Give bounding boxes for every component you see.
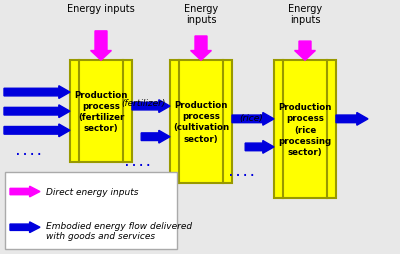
Text: . . . .: . . . . bbox=[229, 168, 254, 178]
Text: Energy
inputs: Energy inputs bbox=[184, 4, 218, 25]
FancyArrow shape bbox=[336, 113, 368, 126]
Text: Production
process
(fertilizer
sector): Production process (fertilizer sector) bbox=[74, 91, 128, 133]
FancyArrow shape bbox=[132, 100, 170, 113]
FancyArrow shape bbox=[91, 32, 111, 61]
Text: Direct energy inputs: Direct energy inputs bbox=[46, 187, 138, 196]
Text: Production
process
(rice
processing
sector): Production process (rice processing sect… bbox=[278, 103, 332, 156]
FancyArrow shape bbox=[294, 42, 316, 61]
FancyBboxPatch shape bbox=[5, 173, 177, 249]
FancyBboxPatch shape bbox=[274, 61, 336, 198]
FancyArrow shape bbox=[245, 141, 274, 154]
FancyBboxPatch shape bbox=[70, 61, 132, 163]
FancyArrow shape bbox=[4, 124, 70, 137]
Text: Energy
inputs: Energy inputs bbox=[288, 4, 322, 25]
FancyArrow shape bbox=[232, 113, 274, 126]
FancyArrow shape bbox=[190, 37, 211, 61]
Text: . . . .: . . . . bbox=[125, 157, 150, 168]
FancyArrow shape bbox=[4, 105, 70, 118]
FancyArrow shape bbox=[4, 86, 70, 99]
Text: Energy inputs: Energy inputs bbox=[67, 4, 135, 14]
Text: Production
process
(cultivation
sector): Production process (cultivation sector) bbox=[173, 101, 229, 143]
FancyBboxPatch shape bbox=[170, 61, 232, 183]
FancyArrow shape bbox=[141, 131, 170, 144]
Text: (rice): (rice) bbox=[239, 114, 263, 123]
FancyArrow shape bbox=[10, 186, 40, 197]
Text: Embodied energy flow delivered
with goods and services: Embodied energy flow delivered with good… bbox=[46, 221, 192, 240]
FancyArrow shape bbox=[10, 222, 40, 233]
Text: (fertilizer): (fertilizer) bbox=[121, 98, 165, 107]
Text: . . . .: . . . . bbox=[16, 146, 41, 156]
